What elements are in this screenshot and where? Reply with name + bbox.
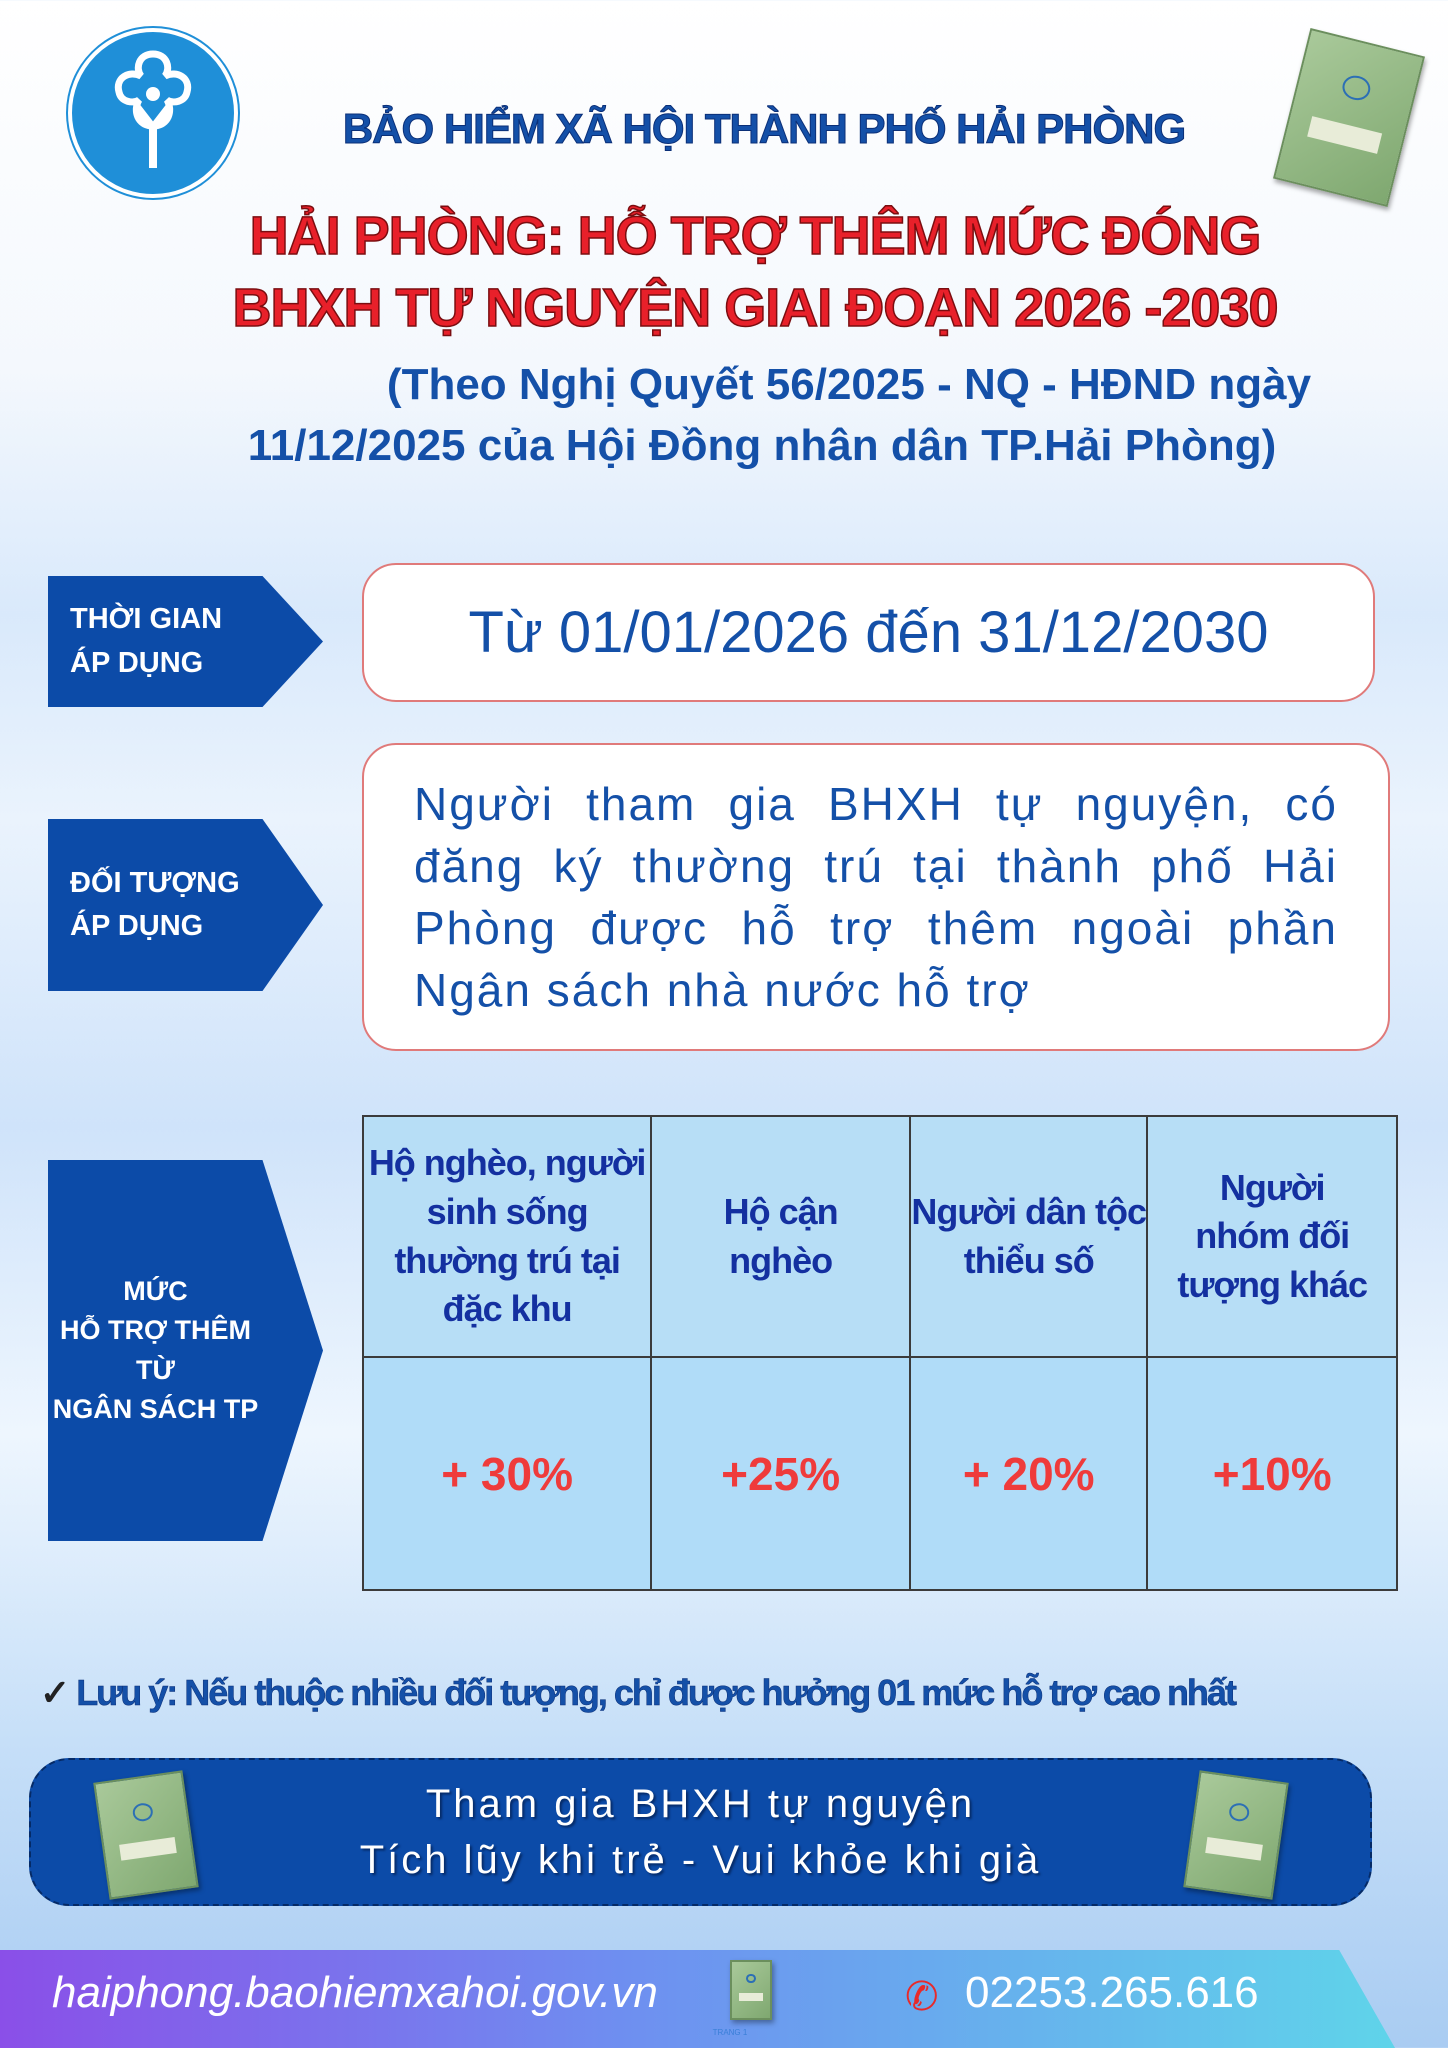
table-value-cell: +10% — [1146, 1356, 1398, 1591]
slogan-line-2: Tích lũy khi trẻ - Vui khỏe khi già — [359, 1838, 1042, 1882]
title-line-1: HẢI PHÒNG: HỖ TRỢ THÊM MỨC ĐÓNG — [249, 205, 1262, 267]
label-line: THỜI GIAN — [70, 603, 223, 635]
table-header-cell: Người dân tộc thiểu số — [909, 1115, 1149, 1358]
footer-bar — [0, 1950, 1395, 2048]
support-rate-table: Hộ nghèo, người sinh sống thường trú tại… — [361, 1115, 1398, 1591]
subject-text: Người tham gia BHXH tự nguyện, có đăng k… — [414, 778, 1338, 1016]
section-label-time: THỜI GIAN ÁP DỤNG — [48, 576, 323, 707]
label-line: ÁP DỤNG — [70, 646, 204, 679]
website-link[interactable]: haiphong.baohiemxahoi.gov.vn — [52, 1968, 658, 2017]
table-value-cell: +25% — [650, 1356, 912, 1591]
table-value-cell: + 20% — [909, 1356, 1149, 1591]
title-line-2: BHXH TỰ NGUYỆN GIAI ĐOẠN 2026 -2030 — [232, 277, 1280, 339]
page-number: TRANG 1 — [712, 2028, 748, 2037]
social-insurance-book-image — [1273, 28, 1425, 207]
label-line: ÁP DỤNG — [70, 910, 204, 942]
slogan-banner: Tham gia BHXH tự nguyện Tích lũy khi trẻ… — [29, 1758, 1372, 1906]
table-header-cell: Hộ cận nghèo — [650, 1115, 912, 1358]
time-content-box: Từ 01/01/2026 đến 31/12/2030 — [362, 563, 1375, 702]
bhxh-logo — [68, 28, 238, 198]
table-header-row: Hộ nghèo, người sinh sống thường trú tại… — [361, 1115, 1398, 1358]
phone-number[interactable]: 02253.265.616 — [965, 1968, 1259, 2017]
table-row: + 30% +25% + 20% +10% — [361, 1356, 1398, 1591]
subtitle-line-1: (Theo Nghị Quyết 56/2025 - NQ - HĐND ngà… — [386, 360, 1312, 409]
slogan-line-1: Tham gia BHXH tự nguyện — [425, 1782, 976, 1826]
label-line: HỖ TRỢ THÊM — [59, 1315, 252, 1346]
check-icon: ✓ — [40, 1672, 70, 1713]
note: ✓ Lưu ý: Nếu thuộc nhiều đối tượng, chỉ … — [40, 1672, 1440, 1714]
section-label-subject: ĐỐI TƯỢNG ÁP DỤNG — [48, 819, 323, 991]
label-line: MỨC — [123, 1276, 188, 1307]
note-text: Lưu ý: Nếu thuộc nhiều đối tượng, chỉ đư… — [76, 1672, 1237, 1714]
phone-icon: ✆ — [905, 1975, 939, 2019]
org-name: BẢO HIỂM XÃ HỘI THÀNH PHỐ HẢI PHÒNG — [342, 105, 1186, 153]
label-line: NGÂN SÁCH TP — [52, 1393, 259, 1424]
table-value-cell: + 30% — [361, 1356, 653, 1591]
subject-content-box: Người tham gia BHXH tự nguyện, có đăng k… — [362, 743, 1390, 1051]
subtitle-line-2: 11/12/2025 của Hội Đồng nhân dân TP.Hải … — [247, 421, 1277, 470]
label-line: ĐỐI TƯỢNG — [70, 866, 240, 899]
table-header-cell: Người nhóm đối tượng khác — [1146, 1115, 1398, 1358]
section-label-support-level: MỨC HỖ TRỢ THÊM TỪ NGÂN SÁCH TP — [48, 1160, 323, 1541]
label-line: TỪ — [136, 1354, 175, 1385]
time-range-text: Từ 01/01/2026 đến 31/12/2030 — [468, 600, 1269, 665]
table-header-cell: Hộ nghèo, người sinh sống thường trú tại… — [361, 1115, 653, 1358]
social-insurance-book-image — [730, 1960, 772, 2020]
